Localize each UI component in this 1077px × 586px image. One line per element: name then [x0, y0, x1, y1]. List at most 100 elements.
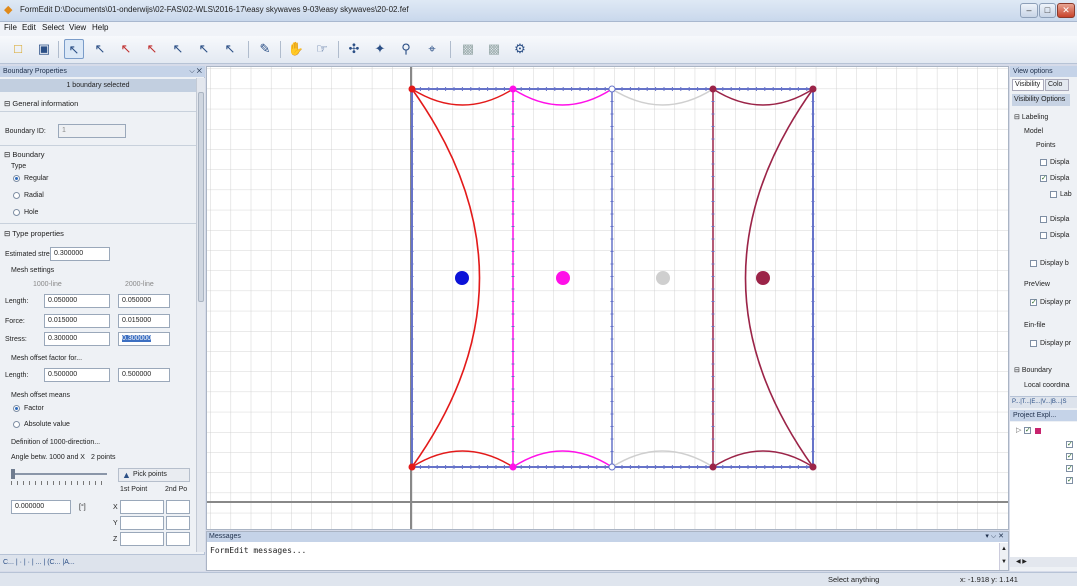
checkbox-preview[interactable]: ✓ — [1030, 299, 1037, 306]
first-point-label: 1st Point — [120, 486, 148, 493]
labeling-section[interactable]: ⊟ Labeling — [1014, 114, 1049, 121]
axis-z-label: Z — [113, 536, 118, 543]
labeling-label: Labeling — [1021, 114, 1049, 121]
messages-scrollbar[interactable]: ▲ ▼ — [999, 543, 1008, 570]
estimated-stress-field[interactable]: 0.300000 — [50, 247, 110, 261]
mesh-settings-icon[interactable]: ⚙ — [514, 41, 526, 56]
panel-scrollbar[interactable] — [196, 78, 205, 552]
offset-length-2000-field[interactable]: 0.500000 — [118, 368, 170, 382]
checkbox-display-3[interactable] — [1040, 216, 1047, 223]
select-point-icon[interactable]: ↖ — [94, 41, 106, 56]
force-1000-field[interactable]: 0.015000 — [44, 314, 110, 328]
length-1000-field[interactable]: 0.050000 — [44, 294, 110, 308]
scale-nodes-icon[interactable]: ✦ — [374, 41, 386, 56]
second-point-z-field[interactable] — [166, 532, 190, 546]
bottom-arch-red — [411, 450, 514, 468]
menu-help[interactable]: Help — [92, 23, 109, 32]
scrollbar-thumb[interactable] — [198, 92, 204, 302]
angle-slider[interactable] — [11, 469, 107, 489]
offset-length-1000-field[interactable]: 0.500000 — [44, 368, 110, 382]
checkbox-display-1[interactable] — [1040, 159, 1047, 166]
drawing-canvas[interactable] — [206, 66, 1009, 530]
general-section-header[interactable]: ⊟ General information — [4, 99, 79, 108]
stress-1000-field[interactable]: 0.300000 — [44, 332, 110, 346]
axis-x-label: X — [113, 504, 118, 511]
select-arrow-2-icon[interactable]: ↖ — [172, 41, 184, 56]
radio-regular[interactable] — [13, 175, 20, 182]
hand-tool-icon[interactable]: ☞ — [316, 41, 328, 56]
checkbox-label[interactable] — [1050, 191, 1057, 198]
pick-points-button[interactable]: ▲ Pick points — [118, 468, 190, 482]
first-point-x-field[interactable] — [120, 500, 164, 514]
display-ein-label: Display pr — [1040, 340, 1072, 347]
angle-value-field[interactable]: 0.000000 — [11, 500, 71, 514]
panel-pin-close[interactable]: ⌵ ✕ — [189, 68, 202, 75]
slider-handle[interactable] — [11, 469, 15, 479]
pointer-icon: ▲ — [122, 470, 131, 480]
checkbox-display-b[interactable] — [1030, 260, 1037, 267]
tree-expand-icon[interactable]: ▷ — [1016, 427, 1022, 434]
second-point-y-field[interactable] — [166, 516, 190, 530]
checkbox-item-4[interactable]: ✓ — [1066, 477, 1073, 484]
display-preview-label: Display pr — [1040, 299, 1072, 306]
panel-bottom-tabs[interactable]: C... | · | · | ... | (C... |A... — [0, 554, 205, 571]
close-button[interactable]: ✕ — [1057, 3, 1075, 18]
paste-icon[interactable]: ▩ — [487, 41, 501, 56]
project-explorer-header: Project Expl... — [1010, 410, 1077, 421]
display-1-label: Displa — [1050, 159, 1070, 166]
first-point-y-field[interactable] — [120, 516, 164, 530]
force-2000-field[interactable]: 0.015000 — [118, 314, 170, 328]
select-arrow-icon[interactable]: ↖ — [64, 39, 84, 59]
tree-scrollbar[interactable]: ◀ ▶ — [1010, 557, 1077, 567]
radio-absolute[interactable] — [13, 421, 20, 428]
checkbox-display-2[interactable]: ✓ — [1040, 175, 1047, 182]
boundary-section[interactable]: ⊟ Boundary — [1014, 367, 1052, 374]
move-nodes-icon[interactable]: ✣ — [348, 41, 360, 56]
fit-icon[interactable]: ⌖ — [428, 41, 436, 56]
select-arrow-4-icon[interactable]: ↖ — [224, 41, 236, 56]
radio-radial[interactable] — [13, 192, 20, 199]
boundary-section-label: Boundary — [12, 150, 45, 159]
checkbox-ein[interactable] — [1030, 340, 1037, 347]
general-section-label: General information — [12, 99, 79, 108]
divider — [0, 111, 196, 112]
checkbox-project[interactable]: ✓ — [1024, 427, 1031, 434]
messages-controls[interactable]: ▾ ⌵ ✕ — [985, 533, 1004, 540]
open-folder-icon[interactable]: □ — [14, 41, 22, 56]
select-arrow-red-icon[interactable]: ↖ — [120, 41, 132, 56]
radio-hole[interactable] — [13, 209, 20, 216]
maximize-button[interactable]: □ — [1039, 3, 1056, 18]
checkbox-item-1[interactable]: ✓ — [1066, 441, 1073, 448]
boundary-section-header[interactable]: ⊟ Boundary — [4, 150, 45, 159]
bottom-node-1 — [408, 463, 416, 471]
type-properties-label: Type properties — [12, 229, 64, 238]
copy-icon[interactable]: ▩ — [461, 41, 475, 56]
save-icon[interactable]: ▣ — [37, 41, 51, 56]
length-2000-field[interactable]: 0.050000 — [118, 294, 170, 308]
checkbox-item-3[interactable]: ✓ — [1066, 465, 1073, 472]
checkbox-display-4[interactable] — [1040, 232, 1047, 239]
menu-file[interactable]: File — [4, 23, 17, 32]
tab-visibility[interactable]: Visibility — [1012, 79, 1044, 91]
menu-select[interactable]: Select — [42, 23, 65, 32]
hand-pan-icon[interactable]: ✋ — [287, 41, 305, 56]
select-arrow-blue-icon[interactable]: ↖ — [146, 41, 158, 56]
right-bottom-tabs[interactable]: P...|T...|E...|V...|B...|S — [1010, 396, 1077, 408]
checkbox-item-2[interactable]: ✓ — [1066, 453, 1073, 460]
second-point-x-field[interactable] — [166, 500, 190, 514]
boundary-id-field[interactable]: 1 — [58, 124, 126, 138]
zoom-icon[interactable]: ⚲ — [401, 41, 411, 56]
stress-2000-field[interactable]: 0.300000 — [118, 332, 170, 346]
tab-colors[interactable]: Colo — [1045, 79, 1069, 91]
radio-factor[interactable] — [13, 405, 20, 412]
minimize-button[interactable]: – — [1020, 3, 1038, 18]
first-point-z-field[interactable] — [120, 532, 164, 546]
toolbar: □ ▣ ↖ ↖ ↖ ↖ ↖ ↖ ↖ ✎ ✋ ☞ ✣ ✦ ⚲ ⌖ ▩ ▩ ⚙ — [0, 36, 1077, 64]
type-properties-header[interactable]: ⊟ Type properties — [4, 229, 64, 238]
top-arch-maroon — [712, 88, 814, 106]
select-arrow-3-icon[interactable]: ↖ — [198, 41, 210, 56]
menu-view[interactable]: View — [69, 23, 87, 32]
pencil-line-icon[interactable]: ✎ — [259, 41, 271, 56]
menu-edit[interactable]: Edit — [22, 23, 36, 32]
model-drawing[interactable] — [207, 67, 1009, 530]
